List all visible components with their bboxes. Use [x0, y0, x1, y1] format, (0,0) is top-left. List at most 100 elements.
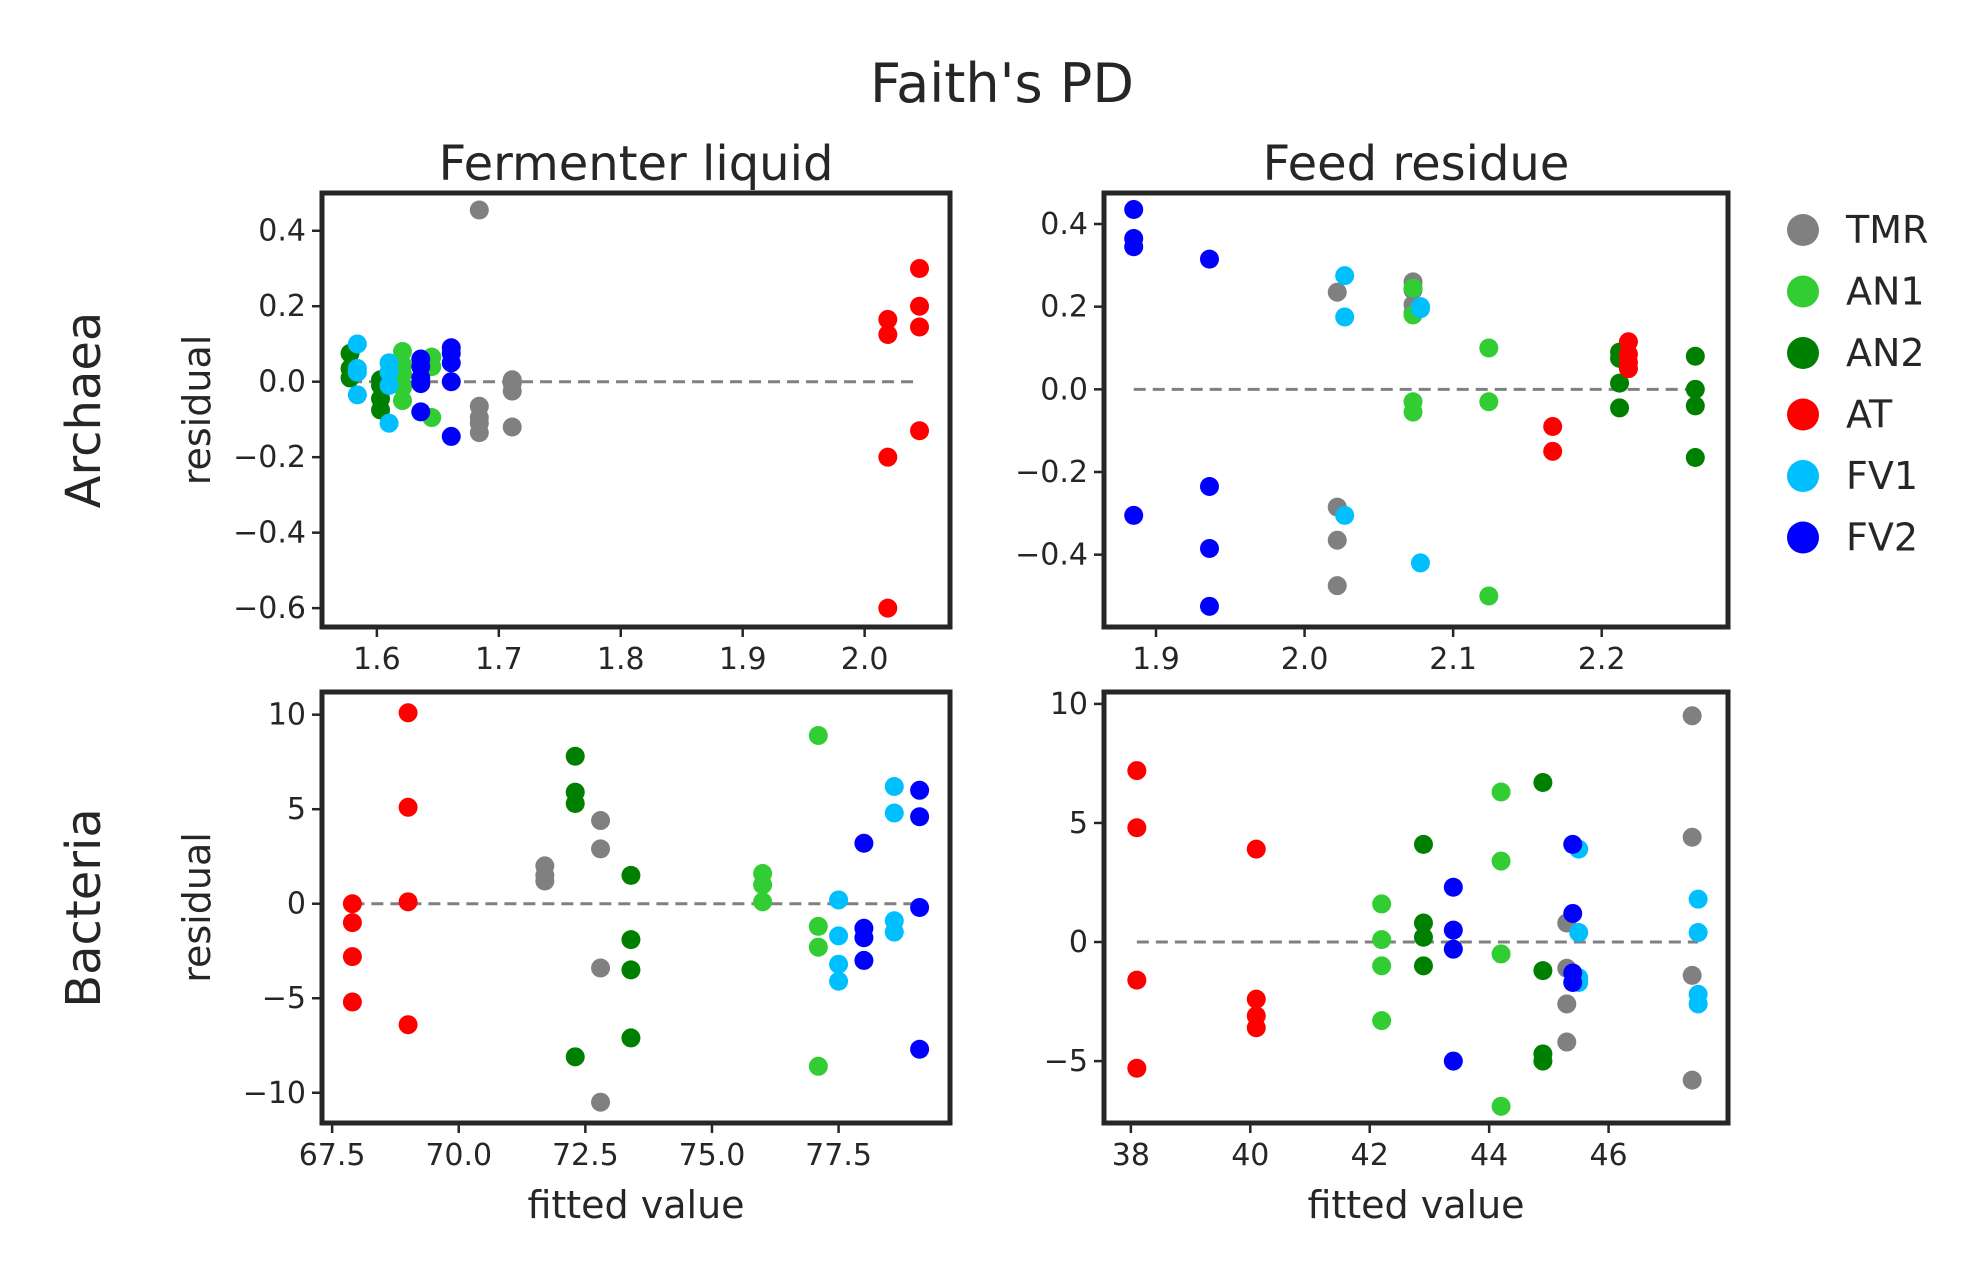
- panel-0-0: 1.6 1.7 1.8 1.9 2.0 −0.6 −0.4 −0.2 0.0 0.2 0.4 resi…: [175, 190, 953, 677]
- data-point: [535, 871, 555, 891]
- data-point: [441, 372, 461, 392]
- x-tick-label: 1.9: [1132, 642, 1180, 677]
- data-point: [1410, 299, 1430, 319]
- data-point: [342, 913, 362, 933]
- data-point: [1372, 956, 1392, 976]
- data-point: [1246, 839, 1266, 859]
- data-point: [910, 296, 930, 316]
- data-point: [1443, 877, 1463, 897]
- data-point: [829, 890, 849, 910]
- data-point: [884, 922, 904, 942]
- y-tick-label: 0: [287, 887, 306, 922]
- data-point: [1127, 970, 1147, 990]
- data-point: [342, 894, 362, 914]
- data-point: [1413, 913, 1433, 933]
- data-point: [1372, 894, 1392, 914]
- x-tick-label: 70.0: [425, 1138, 492, 1173]
- series-FV1: [1569, 839, 1708, 1014]
- y-tick-label: 0.4: [258, 214, 306, 249]
- data-point: [1199, 476, 1219, 496]
- series-AN1: [753, 725, 828, 1076]
- legend-item-tmr: TMR: [1787, 208, 1928, 252]
- data-point: [398, 797, 418, 817]
- data-point: [1685, 448, 1705, 468]
- legend-item-fv2: FV2: [1787, 516, 1918, 560]
- legend-item-an1: AN1: [1787, 270, 1925, 314]
- data-point: [910, 898, 930, 917]
- data-point: [1688, 994, 1708, 1014]
- data-point: [441, 353, 461, 373]
- x-tick-label: 77.5: [805, 1138, 872, 1173]
- data-point: [808, 916, 828, 936]
- axes-frame: [319, 190, 953, 630]
- data-point: [1563, 973, 1583, 993]
- x-tick-label: 42: [1351, 1138, 1389, 1173]
- panel-1-0: 67.5 70.0 72.5 75.0 77.5 −10 −5 0 5 10 residual fit…: [175, 689, 953, 1227]
- data-point: [910, 421, 930, 441]
- data-point: [379, 362, 399, 382]
- legend-label: AN2: [1846, 331, 1925, 375]
- y-tick-label: −0.4: [233, 516, 306, 551]
- data-point: [1127, 1058, 1147, 1078]
- data-point: [1569, 923, 1589, 943]
- series-FV2: [1443, 834, 1583, 1071]
- data-point: [1413, 927, 1433, 947]
- series-AN1: [1403, 278, 1499, 606]
- data-point: [1479, 392, 1499, 412]
- panel-grid: Fermenter liquid Feed residue Archaea Bacte…: [56, 136, 1731, 1227]
- data-point: [1610, 398, 1630, 418]
- data-point: [884, 777, 904, 797]
- legend-item-fv1: FV1: [1787, 454, 1918, 498]
- y-tick-label: 5: [287, 792, 306, 827]
- data-point: [878, 325, 898, 345]
- data-point: [1199, 596, 1219, 616]
- data-point: [1413, 834, 1433, 854]
- legend-marker: [1787, 460, 1819, 492]
- data-point: [1410, 553, 1430, 573]
- x-tick-label: 67.5: [299, 1138, 366, 1173]
- series-AN2: [565, 746, 641, 1067]
- data-point: [878, 309, 898, 329]
- x-tick-label: 2.0: [1281, 642, 1329, 677]
- data-point: [808, 937, 828, 957]
- legend-label: AT: [1846, 393, 1893, 437]
- data-point: [1335, 505, 1355, 525]
- y-tick-label: 0.0: [258, 365, 306, 400]
- data-point: [1127, 818, 1147, 838]
- data-point: [1327, 282, 1347, 302]
- series-TMR: [535, 811, 611, 1112]
- data-point: [591, 839, 611, 859]
- data-point: [1403, 278, 1423, 298]
- data-point: [829, 971, 849, 991]
- data-point: [469, 423, 489, 443]
- x-tick-label: 40: [1231, 1138, 1269, 1173]
- data-point: [347, 362, 367, 382]
- data-point: [753, 875, 773, 895]
- data-point: [621, 930, 641, 950]
- data-point: [1557, 1032, 1577, 1052]
- x-tick-label: 1.8: [597, 642, 645, 677]
- data-point: [591, 1092, 611, 1112]
- data-point: [1327, 576, 1347, 596]
- series-TMR: [1557, 706, 1702, 1090]
- data-point: [342, 947, 362, 967]
- data-point: [1372, 930, 1392, 950]
- data-point: [1246, 1018, 1266, 1038]
- x-tick-label: 1.7: [475, 642, 523, 677]
- data-point: [1199, 538, 1219, 558]
- data-point: [808, 725, 828, 745]
- data-point: [591, 811, 611, 831]
- data-point: [1199, 249, 1219, 269]
- data-point: [621, 1028, 641, 1048]
- legend-marker: [1787, 521, 1819, 554]
- data-point: [1533, 772, 1553, 792]
- data-point: [1682, 965, 1702, 985]
- data-point: [1479, 338, 1499, 358]
- data-point: [1327, 530, 1347, 550]
- data-point: [502, 417, 522, 437]
- data-point: [1403, 402, 1423, 422]
- data-point: [565, 1047, 585, 1067]
- data-point: [411, 374, 431, 394]
- x-tick-label: 46: [1589, 1138, 1627, 1173]
- data-point: [392, 391, 412, 411]
